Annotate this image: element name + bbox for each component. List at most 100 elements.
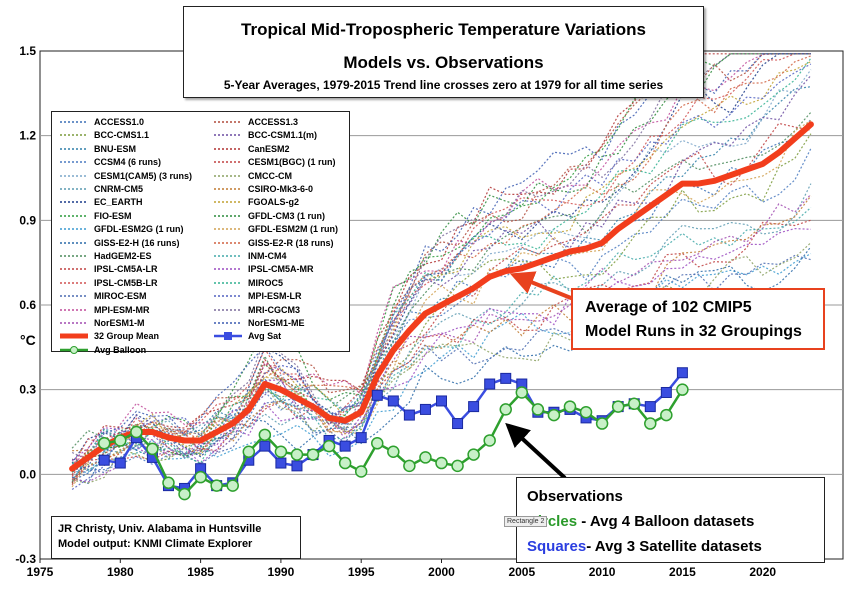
x-tick-label: 1985 — [187, 565, 214, 579]
balloon-point — [114, 434, 127, 447]
satellite-point — [98, 454, 110, 466]
arrow-to-mean — [509, 271, 577, 302]
balloon-point — [354, 465, 368, 478]
legend-swatch — [60, 161, 88, 163]
observations-heading: Observations — [527, 488, 623, 505]
legend-swatch — [214, 148, 242, 150]
legend-swatch — [60, 201, 88, 204]
model-run-line — [72, 69, 812, 470]
balloon-point — [226, 479, 239, 492]
model-runs — [71, 53, 812, 490]
balloon-point — [162, 476, 175, 490]
balloon-point — [595, 417, 609, 430]
x-tick-label: 1990 — [268, 565, 295, 579]
legend-label: GISS-E2-R (18 runs) — [248, 237, 334, 248]
y-tick-label: 0.6 — [19, 298, 36, 312]
balloon-point — [178, 487, 191, 501]
legend-swatch — [60, 148, 88, 150]
balloon-point — [322, 439, 336, 453]
legend-swatch — [214, 201, 242, 204]
balloon-point — [515, 386, 529, 399]
legend-swatch — [214, 121, 242, 123]
legend-label: CNRM-CM5 — [94, 184, 143, 194]
x-tick-label: 2010 — [589, 565, 616, 579]
legend-label: CESM1(CAM5) (3 runs) — [94, 170, 193, 181]
balloon-point — [467, 448, 480, 461]
legend-label: Avg Sat — [248, 331, 282, 342]
satellite-point — [484, 378, 496, 390]
legend-label: HadGEM2-ES — [94, 251, 152, 261]
legend-swatch — [214, 161, 242, 163]
legend-swatch — [60, 255, 88, 257]
satellite-point — [468, 401, 480, 413]
shape-tag: Rectangle 2 — [504, 516, 548, 527]
model-run-line — [71, 207, 812, 471]
y-tick-label: 0.0 — [19, 467, 36, 481]
legend-label: ACCESS1.0 — [94, 117, 145, 127]
legend-swatch — [214, 134, 242, 137]
legend-label: BCC-CSM1.1(m) — [248, 130, 318, 141]
legend-label: CCSM4 (6 runs) — [94, 157, 162, 168]
balloon-point — [306, 448, 320, 461]
satellite-point — [259, 440, 271, 452]
legend-swatch — [60, 134, 88, 137]
chart-subtitle: Models vs. Observations — [343, 53, 544, 72]
satellite-point — [403, 409, 415, 421]
model-run-line — [71, 53, 811, 461]
model-run-line — [71, 148, 812, 471]
y-tick-label: 0.9 — [19, 213, 36, 227]
observations-box: Observations Circles - Avg 4 Balloon dat… — [516, 477, 825, 563]
legend-label: IPSL-CM5A-LR — [94, 264, 158, 275]
legend-label: IPSL-CM5B-LR — [94, 277, 158, 288]
balloon-point — [210, 479, 223, 492]
squares-description: - Avg 3 Satellite datasets — [586, 538, 762, 555]
legend-swatch — [60, 282, 88, 284]
title-box: Tropical Mid-Tropospheric Temperature Va… — [183, 6, 704, 98]
legend-swatch — [214, 241, 242, 244]
model-annotation-line2: Model Runs in 32 Groupings — [585, 323, 802, 340]
legend-label: FIO-ESM — [94, 210, 132, 221]
balloon-point — [242, 445, 256, 459]
legend-label: ACCESS1.3 — [248, 117, 299, 127]
model-average-annotation: Average of 102 CMIP5 Model Runs in 32 Gr… — [571, 288, 825, 350]
y-tick-label: 1.5 — [19, 44, 36, 58]
legend-label: GISS-E2-H (16 runs) — [94, 237, 180, 248]
legend-label: NorESM1-ME — [248, 318, 305, 328]
model-run-line — [71, 183, 812, 481]
legend-label: IPSL-CM5A-MR — [248, 264, 314, 275]
satellite-point — [355, 432, 367, 444]
legend-label: MIROC-ESM — [94, 291, 147, 302]
balloon-point — [579, 405, 593, 419]
legend-swatch — [214, 295, 242, 297]
legend-label: GFDL-CM3 (1 run) — [248, 210, 325, 221]
model-run-line — [72, 195, 812, 461]
balloon-point — [97, 437, 111, 450]
balloon-point — [547, 408, 561, 422]
balloon-point — [660, 408, 673, 422]
legend-label: MPI-ESM-LR — [248, 291, 302, 302]
balloon-point — [483, 434, 496, 447]
legend-label: FGOALS-g2 — [248, 197, 299, 208]
legend-swatch — [60, 333, 88, 339]
satellite-point — [114, 457, 126, 469]
arrow-to-observations — [505, 422, 567, 480]
balloon-point — [130, 425, 143, 439]
legend-label: GFDL-ESM2G (1 run) — [94, 224, 184, 235]
balloon-point — [274, 445, 288, 459]
balloon-point — [419, 451, 432, 464]
legend-label: Avg Balloon — [94, 344, 147, 355]
model-run-line — [71, 61, 812, 472]
satellite-point — [339, 440, 351, 452]
legend: ACCESS1.0 BCC-CMS1.1 BNU-ESM CCSM4 (6 runs)… — [51, 111, 350, 355]
balloon-point — [627, 397, 641, 411]
legend-swatch — [214, 332, 242, 341]
mean-line — [69, 121, 814, 472]
legend-label: MRI-CGCM3 — [248, 304, 300, 315]
balloon-point — [451, 459, 464, 473]
balloon-point — [258, 428, 272, 442]
legend-swatch — [214, 282, 242, 284]
legend-label: CESM1(BGC) (1 run) — [248, 157, 336, 168]
legend-swatch — [60, 121, 88, 123]
legend-swatch — [60, 215, 88, 217]
balloon-point — [676, 383, 689, 396]
